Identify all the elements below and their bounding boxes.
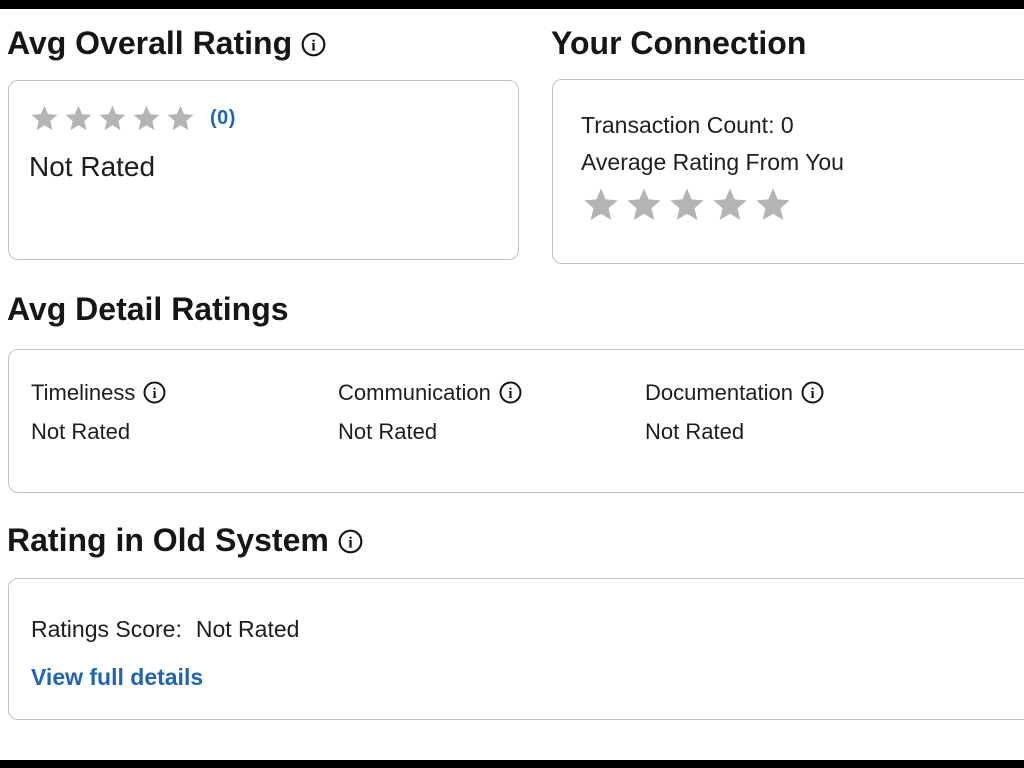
avg-detail-ratings-title: Avg Detail Ratings xyxy=(7,291,289,327)
your-connection-title: Your Connection xyxy=(551,25,807,61)
svg-text:i: i xyxy=(508,386,512,402)
rating-old-system-heading: Rating in Old System i xyxy=(7,521,363,559)
transaction-count-label: Transaction Count: xyxy=(581,112,775,138)
your-rating-star-input[interactable] xyxy=(581,185,1024,225)
star-icon[interactable] xyxy=(667,185,707,225)
ratings-score-line: Ratings Score: Not Rated xyxy=(31,616,1024,643)
timeliness-label-row: Timeliness i xyxy=(31,379,166,406)
transaction-count-line: Transaction Count: 0 xyxy=(581,110,1024,140)
star-icon xyxy=(65,105,92,131)
timeliness-value: Not Rated xyxy=(31,419,131,444)
info-icon[interactable]: i xyxy=(499,381,522,404)
star-icon xyxy=(133,105,160,131)
avg-overall-rating-heading: Avg Overall Rating i xyxy=(7,24,326,62)
avg-overall-rating-title: Avg Overall Rating xyxy=(7,25,293,61)
star-icon[interactable] xyxy=(710,185,750,225)
top-letterbox-bar xyxy=(0,0,1024,9)
detail-ratings-grid: Timeliness i Not Rated Communication i xyxy=(31,379,1024,445)
avg-detail-ratings-card: Timeliness i Not Rated Communication i xyxy=(8,349,1024,493)
detail-rating-documentation: Documentation i Not Rated xyxy=(645,379,975,445)
documentation-value: Not Rated xyxy=(645,419,745,444)
star-icon xyxy=(99,105,126,131)
communication-label-row: Communication i xyxy=(338,379,522,406)
rating-old-system-title: Rating in Old System xyxy=(7,522,329,558)
info-icon[interactable]: i xyxy=(338,529,363,554)
overall-rating-status: Not Rated xyxy=(29,151,156,182)
svg-text:i: i xyxy=(810,386,814,402)
avg-overall-rating-card: (0) Not Rated xyxy=(8,80,519,260)
average-rating-from-you-label: Average Rating From You xyxy=(581,149,844,175)
transaction-count-value: 0 xyxy=(780,112,794,138)
star-icon xyxy=(31,105,58,131)
your-connection-card: Transaction Count: 0 Average Rating From… xyxy=(552,79,1024,264)
communication-label: Communication xyxy=(338,380,491,405)
info-icon[interactable]: i xyxy=(301,32,326,57)
bottom-letterbox-bar xyxy=(0,760,1024,768)
ratings-score-label: Ratings Score: xyxy=(31,616,182,642)
detail-rating-communication: Communication i Not Rated xyxy=(338,379,645,445)
communication-value: Not Rated xyxy=(338,419,438,444)
svg-text:i: i xyxy=(153,386,157,402)
review-count[interactable]: (0) xyxy=(210,107,236,129)
info-icon[interactable]: i xyxy=(801,381,824,404)
avg-detail-ratings-heading: Avg Detail Ratings xyxy=(7,290,289,328)
star-icon xyxy=(167,105,194,131)
detail-rating-timeliness: Timeliness i Not Rated xyxy=(31,379,338,445)
star-icon[interactable] xyxy=(624,185,664,225)
view-full-details-link[interactable]: View full details xyxy=(31,664,204,690)
overall-star-rating: (0) xyxy=(29,103,500,134)
documentation-label-row: Documentation i xyxy=(645,379,824,406)
star-icon[interactable] xyxy=(581,185,621,225)
star-icon[interactable] xyxy=(753,185,793,225)
info-icon[interactable]: i xyxy=(143,381,166,404)
timeliness-label: Timeliness xyxy=(31,380,136,405)
svg-text:i: i xyxy=(311,37,316,54)
documentation-label: Documentation xyxy=(645,380,793,405)
rating-old-system-card: Ratings Score: Not Rated View full detail… xyxy=(8,578,1024,720)
your-connection-heading: Your Connection xyxy=(551,24,806,62)
ratings-score-value: Not Rated xyxy=(195,616,300,642)
svg-text:i: i xyxy=(348,534,353,551)
